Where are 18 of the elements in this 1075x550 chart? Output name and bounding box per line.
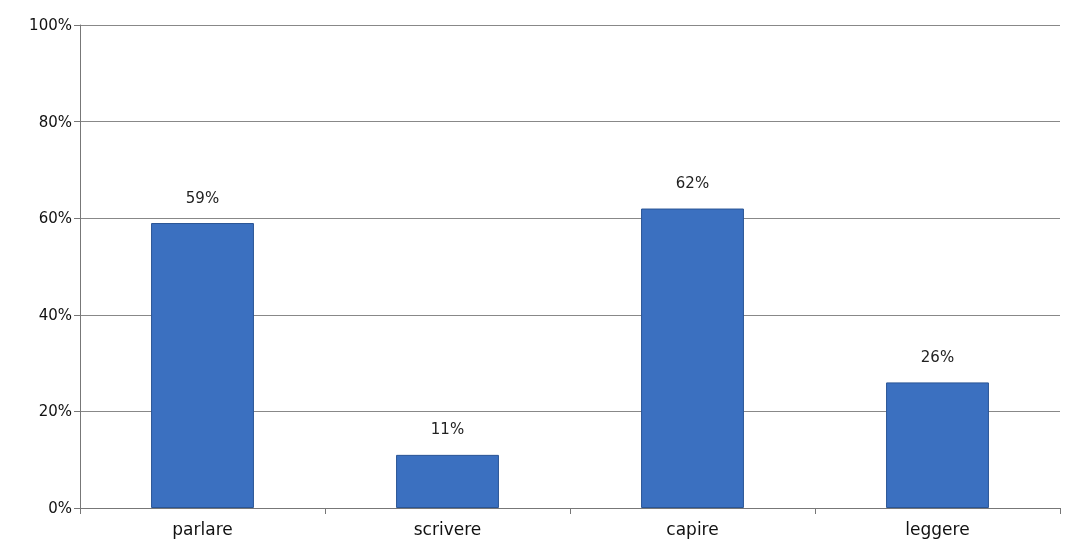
data-label: 11%: [430, 420, 465, 439]
bar: [396, 454, 499, 508]
x-tick-label: parlare: [172, 518, 233, 539]
data-label: 59%: [185, 188, 220, 207]
x-tick-label: leggere: [905, 518, 970, 539]
y-tick-label: 40%: [38, 305, 72, 324]
y-tick-label: 100%: [29, 16, 72, 34]
bar: [151, 223, 254, 508]
x-tick-label: capire: [666, 518, 719, 539]
y-tick-label: 20%: [38, 402, 72, 421]
y-tick-label: 80%: [38, 112, 72, 131]
y-tick-label: 0%: [48, 499, 72, 517]
x-tick-label: scrivere: [413, 518, 482, 539]
bar: [886, 382, 989, 508]
data-label: 62%: [675, 174, 710, 193]
bar: [641, 208, 744, 508]
y-tick-label: 60%: [38, 209, 72, 228]
data-label: 26%: [920, 347, 955, 366]
